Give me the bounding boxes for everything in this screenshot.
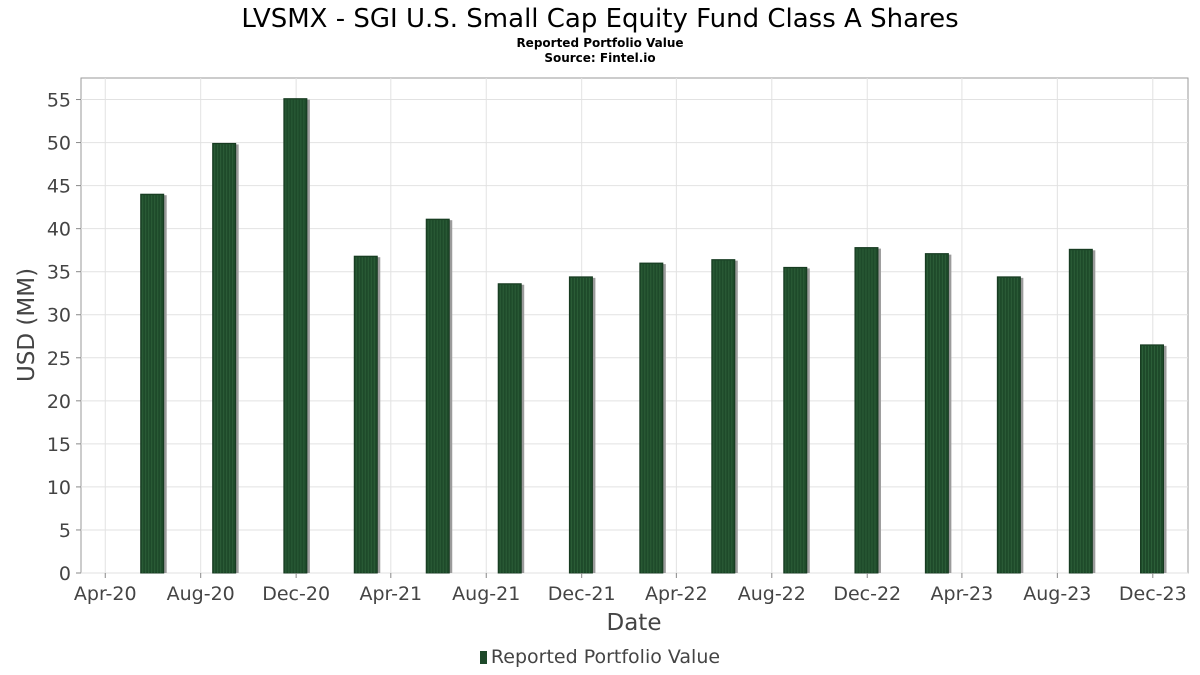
- bar: [497, 283, 525, 574]
- legend-label: Reported Portfolio Value: [490, 646, 721, 668]
- chart-title: LVSMX - SGI U.S. Small Cap Equity Fund C…: [241, 4, 959, 34]
- x-tick-label: Aug-23: [1023, 583, 1091, 605]
- x-tick-label: Dec-22: [833, 583, 901, 605]
- x-tick-label: Dec-20: [262, 583, 330, 605]
- y-tick-label: 20: [47, 391, 71, 413]
- bar: [212, 142, 239, 574]
- bar: [425, 218, 453, 574]
- bar: [353, 255, 381, 574]
- y-tick-label: 35: [47, 262, 71, 284]
- x-tick-label: Apr-22: [645, 583, 708, 605]
- y-tick-label: 25: [47, 348, 71, 370]
- bar: [854, 247, 881, 574]
- legend: Reported Portfolio Value: [0, 646, 1200, 668]
- y-axis: 0 5 10 15 20 25 30 35 40 45 50 55: [47, 90, 81, 585]
- chart-header: LVSMX - SGI U.S. Small Cap Equity Fund C…: [0, 0, 1200, 66]
- bar: [1068, 248, 1096, 574]
- x-axis-label: Date: [607, 610, 662, 636]
- x-tick-label: Apr-23: [931, 583, 994, 605]
- bar: [283, 98, 310, 574]
- legend-swatch: [479, 651, 487, 664]
- bar: [924, 253, 952, 574]
- y-tick-label: 40: [47, 219, 71, 241]
- y-tick-label: 15: [47, 434, 71, 456]
- bar: [1140, 344, 1167, 574]
- x-tick-label: Aug-21: [452, 583, 520, 605]
- x-tick-label: Dec-21: [548, 583, 616, 605]
- bar: [996, 276, 1024, 574]
- y-axis-label: USD (MM): [14, 268, 40, 382]
- bar: [783, 266, 810, 574]
- x-tick-label: Aug-20: [167, 583, 235, 605]
- y-tick-label: 50: [47, 133, 71, 155]
- y-tick-label: 30: [47, 305, 71, 327]
- x-tick-label: Dec-23: [1119, 583, 1187, 605]
- x-tick-label: Aug-22: [738, 583, 806, 605]
- y-tick-label: 0: [59, 563, 71, 585]
- x-tick-label: Apr-20: [74, 583, 137, 605]
- bar: [639, 262, 666, 574]
- y-tick-label: 45: [47, 176, 71, 198]
- chart-source: Source: Fintel.io: [544, 51, 656, 65]
- bars: [140, 98, 1167, 574]
- bar: [568, 276, 596, 574]
- y-tick-label: 10: [47, 477, 71, 499]
- bar: [711, 259, 738, 574]
- x-axis: Apr-20 Aug-20 Dec-20 Apr-21 Aug-21 Dec-21 Apr-…: [74, 573, 1187, 605]
- y-tick-label: 55: [47, 90, 71, 112]
- chart-subtitle: Reported Portfolio Value: [516, 36, 684, 50]
- y-tick-label: 5: [59, 520, 71, 542]
- bar: [140, 193, 167, 574]
- x-tick-label: Apr-21: [359, 583, 422, 605]
